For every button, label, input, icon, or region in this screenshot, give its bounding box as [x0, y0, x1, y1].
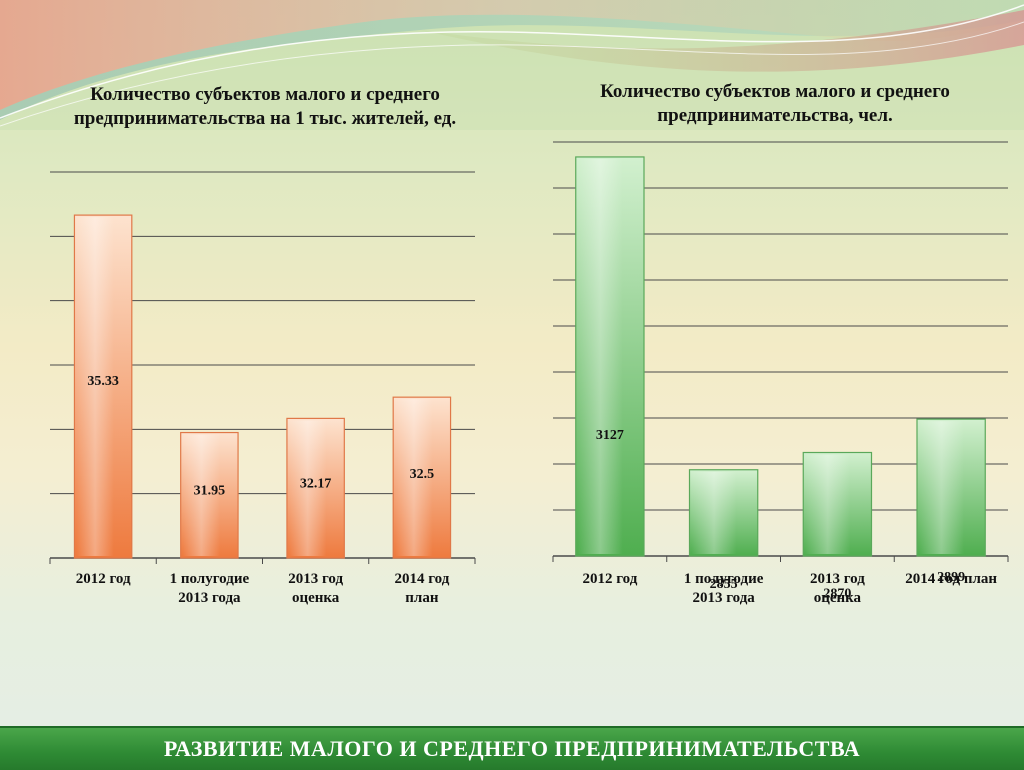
category-label: 2014 год план [394, 571, 449, 606]
category-label: 2013 год оценка [810, 571, 865, 606]
bar-highlight [919, 421, 984, 554]
category-label: 1 полугодие 2013 года [684, 571, 764, 606]
data-label: 2899 [937, 570, 965, 585]
bar-highlight [691, 471, 756, 554]
data-label: 31.95 [194, 484, 226, 499]
bar-highlight [76, 217, 130, 556]
bar-highlight [182, 434, 237, 556]
right-chart-title: Количество субъектов малого и среднего п… [600, 81, 950, 126]
data-label: 2870 [823, 587, 851, 602]
bar-highlight [805, 454, 870, 554]
category-label: 1 полугодие 2013 года [170, 571, 250, 606]
left-bar-chart: 35.33 2012 год 31.95 1 полугодие 2013 года 32… [49, 171, 476, 606]
category-label: 2012 год [76, 571, 131, 587]
bar-highlight [288, 420, 343, 556]
data-label: 32.5 [410, 467, 435, 482]
category-label: 2012 год [582, 571, 637, 587]
footer-title: РАЗВИТИЕ МАЛОГО И СРЕДНЕГО ПРЕДПРИНИМАТЕ… [163, 736, 861, 761]
data-label: 2855 [710, 577, 738, 592]
bar-highlight [395, 399, 449, 556]
bar-highlight [577, 158, 642, 554]
data-label: 35.33 [87, 374, 119, 389]
data-label: 3127 [596, 428, 624, 443]
data-label: 32.17 [300, 476, 332, 491]
left-chart-title: Количество субъектов малого и среднего п… [73, 84, 457, 129]
category-label: 2014 год план [905, 571, 997, 587]
background-waves [0, 0, 1024, 130]
footer-banner: РАЗВИТИЕ МАЛОГО И СРЕДНЕГО ПРЕДПРИНИМАТЕ… [0, 726, 1024, 770]
category-label: 2013 год оценка [288, 571, 343, 606]
